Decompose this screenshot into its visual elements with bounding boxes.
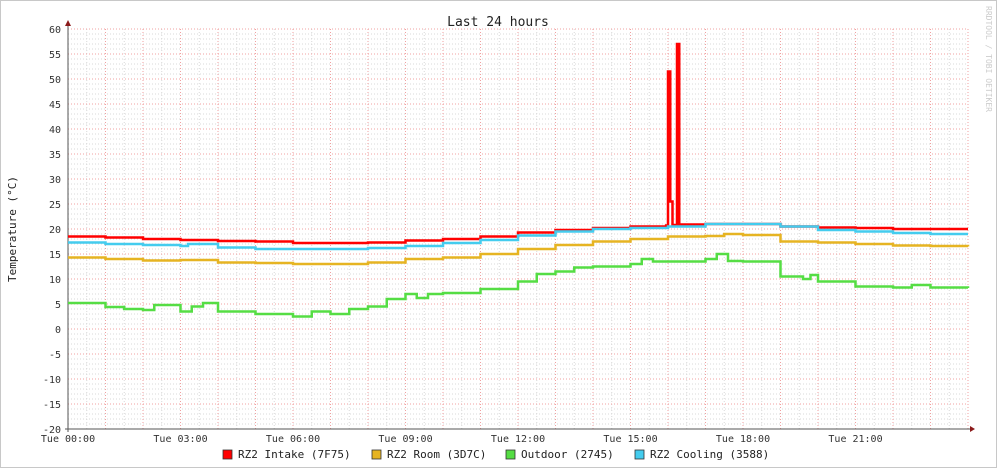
y-tick-label: 10 [49,275,61,286]
y-tick-label: 25 [49,200,61,211]
grid [68,28,969,430]
legend-label-rz2-intake-7f75: RZ2 Intake (7F75) [238,448,351,461]
x-tick-label: Tue 06:00 [266,434,320,445]
series-line-rz2-room-3d7c [68,232,970,266]
y-tick-label: 45 [49,100,61,111]
y-tick-label: -20 [43,425,61,436]
y-tick-label: 40 [49,125,61,136]
y-tick-label: -5 [49,350,61,361]
legend-swatch-rz2-room-3d7c [371,449,382,460]
series-line-outdoor-2745 [68,252,970,318]
y-tick-label: 5 [55,300,61,311]
series-line-rz2-cooling-3588 [68,222,968,251]
x-tick-label: Tue 15:00 [603,434,657,445]
legend-swatch-outdoor-2745 [505,449,516,460]
y-tick-label: 60 [49,25,61,36]
watermark: RRDTOOL / TOBI OETIKER [984,6,993,112]
x-tick-label: Tue 00:00 [41,434,95,445]
y-tick-label: -10 [43,375,61,386]
x-axis-arrow [970,426,975,432]
y-tick-label: 35 [49,150,61,161]
y-axis-arrow [65,20,71,26]
y-tick-label: 20 [49,225,61,236]
legend-label-rz2-cooling-3588: RZ2 Cooling (3588) [650,448,769,461]
y-axis-label: Temperature (°C) [6,176,19,282]
x-tick-label: Tue 03:00 [153,434,207,445]
legend-label-rz2-room-3d7c: RZ2 Room (3D7C) [387,448,486,461]
x-tick-label: Tue 18:00 [716,434,770,445]
chart-title: Last 24 hours [447,15,549,30]
y-tick-label: -15 [43,400,61,411]
legend-swatch-rz2-cooling-3588 [634,449,645,460]
legend-label-outdoor-2745: Outdoor (2745) [521,448,614,461]
x-tick-label: Tue 09:00 [378,434,432,445]
legend: RZ2 Intake (7F75) RZ2 Room (3D7C) Outdoor … [222,448,769,461]
x-tick-label: Tue 12:00 [491,434,545,445]
y-tick-label: 0 [55,325,61,336]
legend-swatch-rz2-intake-7f75 [222,449,233,460]
y-tick-label: 50 [49,75,61,86]
y-tick-label: 30 [49,175,61,186]
series-lines [68,42,970,318]
x-tick-label: Tue 21:00 [828,434,882,445]
y-tick-label: 55 [49,50,61,61]
y-tick-label: 15 [49,250,61,261]
